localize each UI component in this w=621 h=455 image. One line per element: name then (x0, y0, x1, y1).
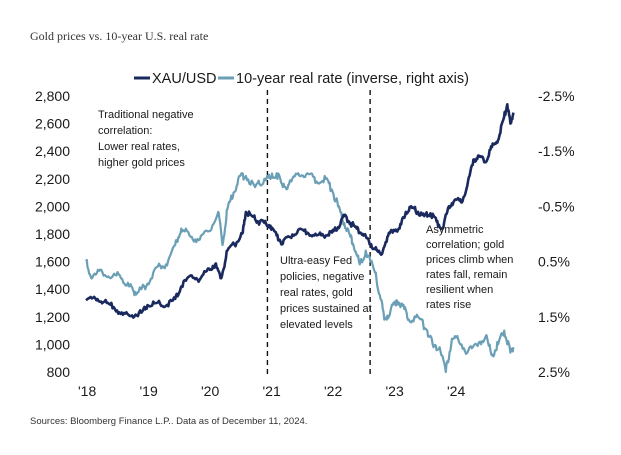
left-tick-label: 1,400 (35, 281, 70, 297)
right-tick-label: 0.5% (538, 254, 570, 270)
annotation-text: Asymmetric correlation; gold prices climb … (426, 224, 513, 311)
left-tick-label: 2,400 (35, 143, 70, 159)
x-tick-label: '20 (201, 383, 219, 399)
series-real-rate-line (85, 172, 515, 374)
annotation-text: Ultra-easy Fed policies, negative real rat… (280, 255, 372, 331)
annotation-line: correlation; gold (426, 239, 504, 251)
left-tick-label: 2,600 (35, 116, 70, 132)
left-tick-label: 1,600 (35, 254, 70, 270)
annotation-line: higher gold prices (98, 157, 185, 169)
annotation-line: Lower real rates, (98, 141, 180, 153)
annotation-line: prices sustained at (280, 303, 372, 315)
left-tick-label: 800 (47, 364, 71, 380)
x-axis: '18 '19 '20 '21 '22 '23 '24 (78, 383, 465, 399)
annotations: Traditional negative correlation: Lower re… (98, 109, 513, 331)
annotation-line: policies, negative (280, 271, 364, 283)
right-tick-label: -1.5% (538, 143, 575, 159)
legend: XAU/USD 10-year real rate (inverse, righ… (134, 71, 469, 87)
left-tick-label: 1,800 (35, 226, 70, 242)
x-tick-label: '22 (324, 383, 342, 399)
right-tick-label: -2.5% (538, 88, 575, 104)
annotation-line: correlation: (98, 125, 152, 137)
annotation-line: real rates, gold (280, 287, 353, 299)
annotation-line: rates fall, remain (426, 269, 507, 281)
x-tick-label: '24 (447, 383, 465, 399)
series-gold-line (85, 103, 515, 319)
right-tick-label: 1.5% (538, 309, 570, 325)
source-note: Sources: Bloomberg Finance L.P.. Data as… (30, 416, 308, 427)
annotation-line: rates rise (426, 299, 471, 311)
annotation-line: resilient when (426, 284, 493, 296)
period-dividers (266, 90, 371, 374)
legend-label-real-rate: 10-year real rate (inverse, right axis) (236, 71, 469, 87)
x-tick-label: '21 (263, 383, 281, 399)
annotation-line: Ultra-easy Fed (280, 255, 352, 267)
left-axis: 800 1,000 1,200 1,400 1,600 1,800 2,000 2,200 2,… (35, 88, 70, 380)
right-tick-label: 2.5% (538, 364, 570, 380)
x-tick-label: '18 (78, 383, 96, 399)
annotation-text: Traditional negative correlation: Lower re… (98, 109, 194, 169)
left-tick-label: 2,800 (35, 88, 70, 104)
annotation-line: Traditional negative (98, 109, 194, 121)
left-tick-label: 2,000 (35, 198, 70, 214)
legend-label-gold: XAU/USD (152, 71, 216, 87)
left-tick-label: 2,200 (35, 171, 70, 187)
annotation-line: elevated levels (280, 319, 353, 331)
x-tick-label: '19 (140, 383, 158, 399)
left-tick-label: 1,200 (35, 309, 70, 325)
annotation-line: Asymmetric (426, 224, 484, 236)
annotation-line: prices climb when (426, 254, 513, 266)
series-lines (85, 103, 515, 374)
right-tick-label: -0.5% (538, 198, 575, 214)
left-tick-label: 1,000 (35, 336, 70, 352)
chart-title: Gold prices vs. 10-year U.S. real rate (30, 29, 209, 43)
x-tick-label: '23 (386, 383, 404, 399)
right-axis: -2.5% -1.5% -0.5% 0.5% 1.5% 2.5% (538, 88, 575, 380)
